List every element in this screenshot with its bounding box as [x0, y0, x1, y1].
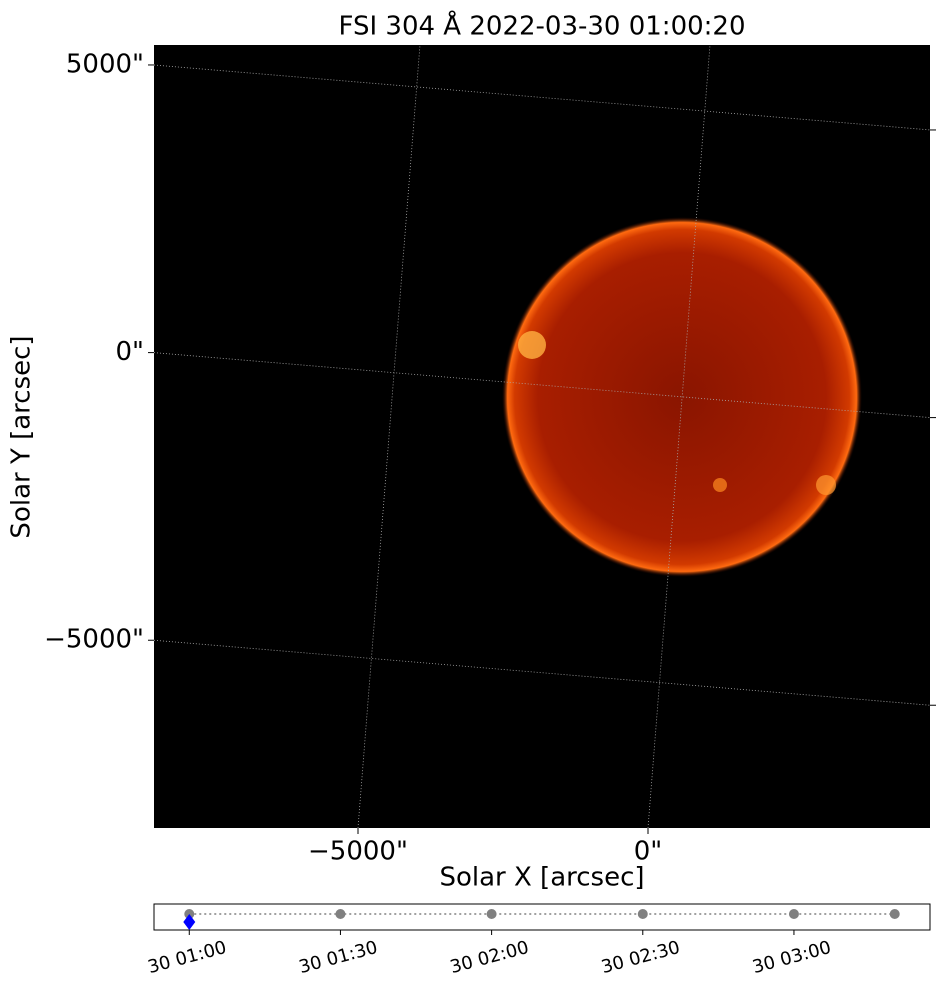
grid-line: [153, 352, 931, 418]
timeline-box: [153, 903, 931, 931]
grid-line: [153, 639, 931, 706]
timeline-point: [335, 909, 346, 919]
x-tick-label: 0": [634, 837, 663, 867]
y-tick-label: 5000": [66, 49, 144, 79]
grid-line: [153, 64, 931, 131]
y-axis-label: Solar Y [arcsec]: [7, 335, 37, 538]
x-tick-label: −5000": [308, 837, 408, 867]
x-tick-label: 30 02:00: [448, 937, 531, 978]
x-tick-label: 30 01:00: [146, 937, 229, 978]
grid-line: [647, 44, 711, 829]
x-tick-label: 30 03:00: [750, 937, 833, 978]
x-tick-label: 30 01:30: [297, 937, 380, 978]
timeline-point: [788, 909, 799, 919]
x-axis-label: Solar X [arcsec]: [439, 863, 644, 893]
current-frame: [183, 914, 196, 930]
timeline-point: [889, 909, 900, 919]
x-tick-label: 30 02:30: [599, 937, 682, 978]
y-tick-label: 0": [115, 337, 144, 367]
chart-title: FSI 304 Å 2022-03-30 01:00:20: [338, 10, 745, 42]
grid-line: [357, 44, 421, 829]
y-tick-label: −5000": [44, 625, 144, 655]
timeline-point: [637, 909, 648, 919]
timeline-point: [486, 909, 497, 919]
active-region: [518, 331, 546, 359]
active-region: [816, 475, 836, 495]
active-region: [713, 478, 727, 492]
